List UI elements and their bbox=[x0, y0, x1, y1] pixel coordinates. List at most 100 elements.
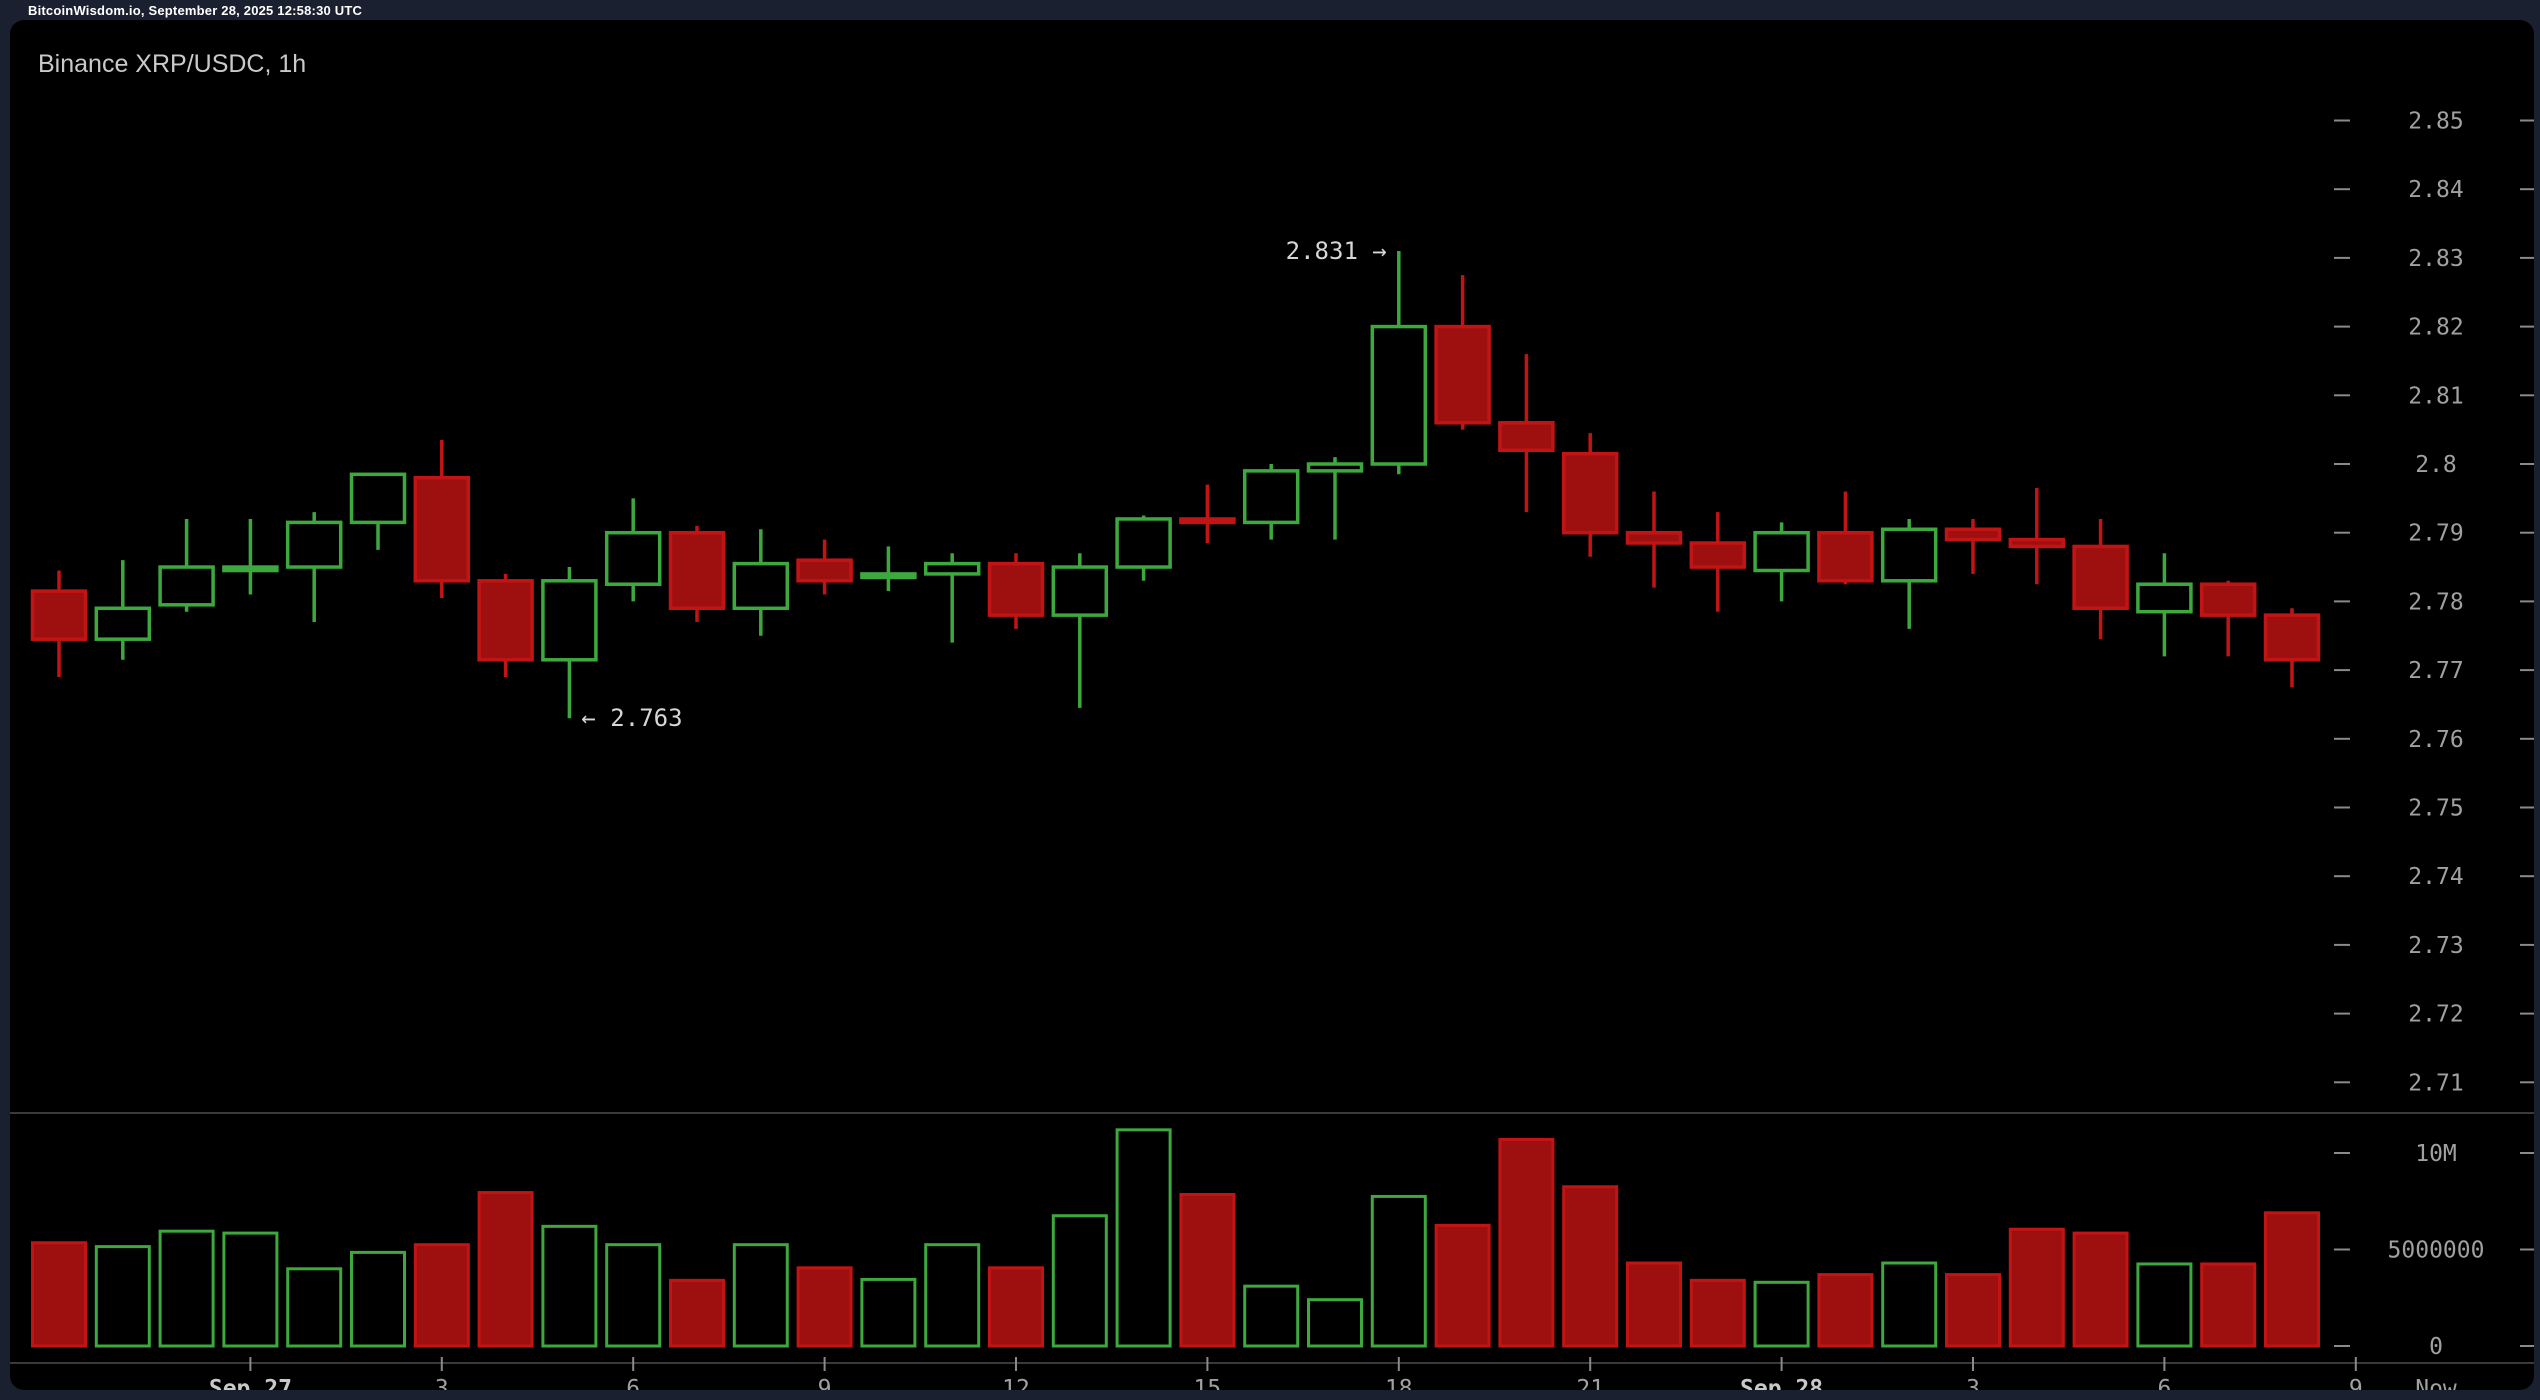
candle[interactable] bbox=[158, 518, 215, 612]
volume-bar-up[interactable] bbox=[2136, 1262, 2193, 1348]
volume-bar-down[interactable] bbox=[1434, 1223, 1491, 1348]
candle[interactable] bbox=[796, 539, 853, 595]
volume-bar-down[interactable] bbox=[669, 1278, 725, 1348]
candle[interactable] bbox=[2136, 553, 2193, 657]
candle[interactable] bbox=[1306, 457, 1364, 540]
volume-bar-up[interactable] bbox=[541, 1224, 598, 1348]
candle[interactable] bbox=[1434, 275, 1491, 430]
candle[interactable] bbox=[1944, 518, 2002, 574]
volume-bar-down[interactable] bbox=[477, 1191, 534, 1348]
volume-bar-up[interactable] bbox=[860, 1277, 917, 1348]
candle[interactable] bbox=[923, 553, 981, 643]
candle[interactable] bbox=[1498, 354, 1555, 513]
volume-bar-down[interactable] bbox=[2008, 1227, 2065, 1348]
volume-bar-up[interactable] bbox=[1115, 1128, 1172, 1348]
volume-bar-down[interactable] bbox=[1945, 1273, 2001, 1348]
candle[interactable] bbox=[30, 570, 88, 677]
price-axis-label: 2.79 bbox=[2408, 521, 2463, 547]
time-axis-label: 15 bbox=[1194, 1376, 1222, 1390]
candle[interactable] bbox=[604, 498, 662, 602]
candle[interactable] bbox=[1051, 553, 1109, 708]
candle-body-up bbox=[1115, 517, 1172, 569]
price-axis-label: 2.74 bbox=[2408, 864, 2463, 890]
candle[interactable] bbox=[1625, 491, 1683, 588]
volume-bar-up[interactable] bbox=[924, 1243, 981, 1348]
candle[interactable] bbox=[1115, 515, 1172, 581]
candle[interactable] bbox=[541, 567, 598, 719]
candle[interactable] bbox=[860, 546, 917, 592]
candle[interactable] bbox=[1242, 464, 1300, 540]
volume-bar-down[interactable] bbox=[1562, 1185, 1619, 1348]
price-axis-label: 2.81 bbox=[2408, 383, 2463, 409]
volume-bar-up[interactable] bbox=[350, 1250, 406, 1348]
volume-bar-down[interactable] bbox=[31, 1241, 87, 1348]
volume-bar-down[interactable] bbox=[1626, 1261, 1682, 1348]
volume-bar-down[interactable] bbox=[988, 1266, 1044, 1348]
volume-axis-label: 0 bbox=[2429, 1334, 2443, 1360]
candle-body-up bbox=[1370, 324, 1428, 466]
volume-bar-up[interactable] bbox=[605, 1243, 662, 1348]
candle[interactable] bbox=[2072, 518, 2129, 640]
candle[interactable] bbox=[285, 512, 343, 623]
volume-bar-up[interactable] bbox=[286, 1267, 343, 1348]
volume-bar-down[interactable] bbox=[796, 1266, 853, 1348]
candle-body-up bbox=[285, 520, 343, 569]
price-axis-label: 2.73 bbox=[2408, 933, 2463, 959]
volume-bar-up[interactable] bbox=[1370, 1194, 1427, 1348]
volume-bar-up[interactable] bbox=[732, 1243, 789, 1348]
volume-bar-up[interactable] bbox=[94, 1245, 151, 1348]
volume-bar-down[interactable] bbox=[1498, 1137, 1555, 1348]
candle[interactable] bbox=[94, 560, 152, 660]
volume-bar-up[interactable] bbox=[1051, 1214, 1108, 1348]
candle-body-down bbox=[987, 561, 1045, 617]
volume-axis-label: 5000000 bbox=[2388, 1238, 2485, 1264]
price-axis-label: 2.78 bbox=[2408, 589, 2463, 615]
volume-bar-down[interactable] bbox=[413, 1243, 470, 1348]
volume-bar-up[interactable] bbox=[1881, 1261, 1938, 1348]
candle[interactable] bbox=[2263, 608, 2321, 688]
time-axis-label: 9 bbox=[818, 1376, 832, 1390]
candle-body-down bbox=[1561, 451, 1619, 535]
candle[interactable] bbox=[477, 573, 534, 677]
candle-body-up bbox=[732, 561, 790, 611]
candle[interactable] bbox=[1817, 491, 1874, 585]
candle[interactable] bbox=[732, 529, 790, 636]
candle[interactable] bbox=[1179, 484, 1236, 544]
volume-bar-down[interactable] bbox=[2264, 1211, 2320, 1348]
candle[interactable] bbox=[1753, 522, 1810, 602]
volume-bar-down[interactable] bbox=[2072, 1231, 2129, 1348]
candle[interactable] bbox=[2199, 580, 2257, 657]
candle[interactable] bbox=[413, 439, 471, 598]
volume-bar-down[interactable] bbox=[2200, 1262, 2257, 1348]
candle-body-down bbox=[1689, 541, 1747, 569]
volume-bar-up[interactable] bbox=[222, 1231, 279, 1348]
candlestick-chart[interactable]: 2.85 2.84 2.83 2.82 2.81 2.8 2.79 2.78 2.77 2.76 2… bbox=[10, 20, 2534, 1390]
volume-bar-up[interactable] bbox=[1243, 1284, 1300, 1348]
candle[interactable] bbox=[349, 472, 407, 550]
candle[interactable] bbox=[668, 525, 726, 623]
volume-bar-down[interactable] bbox=[1817, 1273, 1874, 1348]
volume-bar-down[interactable] bbox=[1689, 1278, 1746, 1348]
candle[interactable] bbox=[1689, 512, 1747, 612]
volume-bar-up[interactable] bbox=[158, 1229, 215, 1348]
candle-body-up bbox=[1880, 527, 1938, 583]
price-axis-label: 2.77 bbox=[2408, 658, 2463, 684]
candle-body-up bbox=[860, 572, 917, 580]
volume-bar-up[interactable] bbox=[1753, 1280, 1810, 1348]
volume-bar-up[interactable] bbox=[1307, 1298, 1363, 1348]
time-axis-label: 3 bbox=[1966, 1376, 1980, 1390]
candle[interactable] bbox=[1561, 433, 1619, 557]
time-axis-label: Sep 28 bbox=[1740, 1376, 1823, 1390]
candle[interactable] bbox=[2008, 488, 2066, 585]
candle-body-down bbox=[477, 579, 534, 662]
volume-bar-down[interactable] bbox=[1179, 1192, 1236, 1348]
chart-panel[interactable]: 2.85 2.84 2.83 2.82 2.81 2.8 2.79 2.78 2.77 2.76 2… bbox=[10, 20, 2534, 1390]
candle[interactable] bbox=[222, 518, 279, 595]
time-axis-label: 12 bbox=[1002, 1376, 1030, 1390]
candle[interactable] bbox=[1880, 518, 1938, 629]
price-axis-label: 2.83 bbox=[2408, 246, 2463, 272]
top-status-bar: BitcoinWisdom.io, September 28, 2025 12:… bbox=[0, 0, 2540, 20]
candle[interactable] bbox=[987, 553, 1045, 629]
candle[interactable] bbox=[1370, 251, 1428, 475]
